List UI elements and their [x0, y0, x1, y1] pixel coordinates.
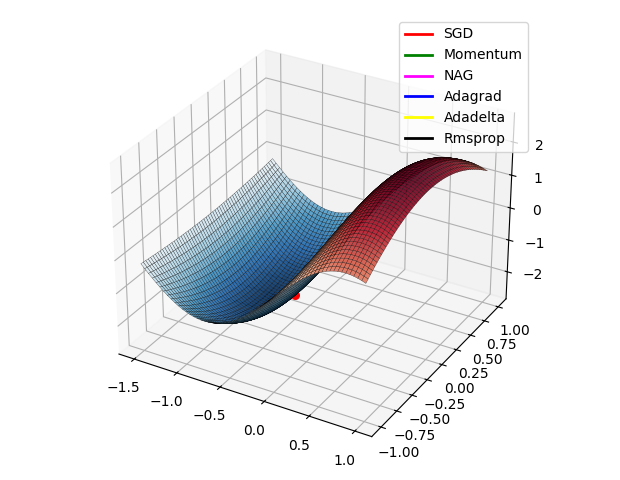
Legend: SGD, Momentum, NAG, Adagrad, Adadelta, Rmsprop: SGD, Momentum, NAG, Adagrad, Adadelta, R… — [399, 22, 528, 152]
